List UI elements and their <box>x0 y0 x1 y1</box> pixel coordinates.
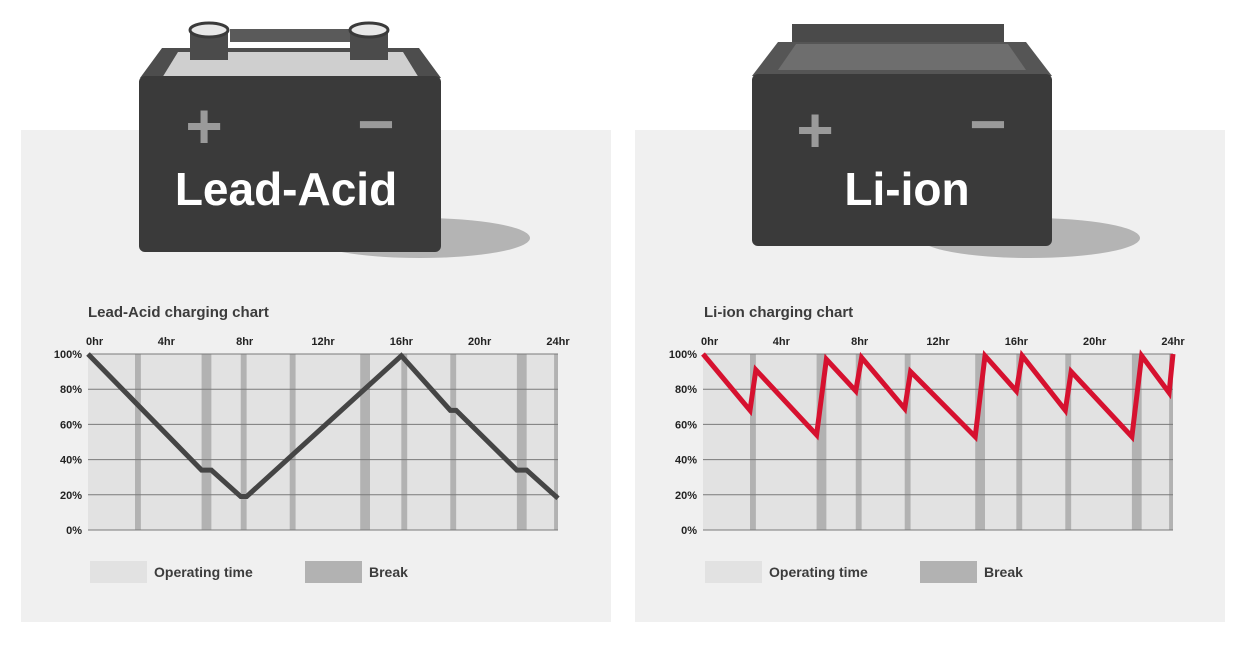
y-tick-label: 20% <box>675 490 697 502</box>
legend-label-operating: Operating time <box>154 564 253 580</box>
plus-sign: + <box>796 94 833 166</box>
legend-operating-time: Operating time <box>90 561 253 583</box>
x-tick-label: 12hr <box>926 336 950 348</box>
legend-swatch-break <box>305 561 362 583</box>
x-tick-label: 16hr <box>390 336 414 348</box>
x-tick-label: 24hr <box>1161 336 1185 348</box>
y-tick-label: 20% <box>60 490 82 502</box>
break-band <box>1131 354 1142 530</box>
series-line <box>86 352 560 501</box>
x-tick-label: 24hr <box>546 336 570 348</box>
x-tick-label: 8hr <box>851 336 869 348</box>
x-tick-label: 20hr <box>468 336 492 348</box>
x-tick-label: 8hr <box>236 336 254 348</box>
y-tick-label: 0% <box>66 525 82 537</box>
minus-sign: − <box>357 88 394 160</box>
break-band <box>289 354 296 530</box>
lead-acid-battery-illustration: + − Lead-Acid <box>139 21 530 258</box>
plus-sign: + <box>185 90 222 162</box>
legend-label-break: Break <box>984 564 1023 580</box>
x-tick-label: 0hr <box>701 336 719 348</box>
break-band <box>360 354 370 530</box>
li-ion-battery-illustration: + − Li-ion <box>752 24 1140 258</box>
break-band <box>855 354 862 530</box>
break-band <box>1016 354 1023 530</box>
legend-break: Break <box>920 561 1023 583</box>
break-band <box>401 354 408 530</box>
break-band <box>240 354 247 530</box>
li-ion-chart-title: Li-ion charging chart <box>704 304 854 321</box>
y-tick-label: 80% <box>675 384 697 396</box>
battery-handle <box>230 29 352 42</box>
y-tick-label: 100% <box>54 349 82 361</box>
break-band <box>516 354 527 530</box>
legend-label-operating: Operating time <box>769 564 868 580</box>
legend-swatch-break <box>920 561 977 583</box>
x-tick-label: 20hr <box>1083 336 1107 348</box>
li-ion-charging-chart: 0% 20% 40% 60% 80% 100% 0hr 4hr 8hr 12hr 16hr 20hr 2… <box>669 336 1185 537</box>
battery-top-face <box>778 44 1026 70</box>
series-line <box>701 349 1176 443</box>
y-tick-label: 60% <box>675 419 697 431</box>
y-tick-label: 60% <box>60 419 82 431</box>
plot-area-operating <box>703 354 1173 530</box>
y-tick-label: 100% <box>669 349 697 361</box>
battery-lid <box>792 24 1004 42</box>
battery-label: Li-ion <box>844 163 969 215</box>
break-band <box>904 354 911 530</box>
battery-body <box>139 76 441 252</box>
break-band <box>201 354 212 530</box>
break-band <box>1169 354 1173 530</box>
x-tick-label: 16hr <box>1005 336 1029 348</box>
break-band <box>975 354 985 530</box>
break-band <box>135 354 141 530</box>
legend-swatch-operating <box>705 561 762 583</box>
minus-sign: − <box>969 88 1006 160</box>
plot-area-operating <box>88 354 558 530</box>
y-tick-label: 40% <box>60 455 82 467</box>
x-tick-label: 4hr <box>158 336 176 348</box>
break-band <box>816 354 827 530</box>
break-band <box>1065 354 1072 530</box>
x-tick-label: 0hr <box>86 336 104 348</box>
break-band <box>554 354 558 530</box>
y-tick-label: 80% <box>60 384 82 396</box>
y-tick-label: 0% <box>681 525 697 537</box>
legend-label-break: Break <box>369 564 408 580</box>
lead-acid-charging-chart: 0% 20% 40% 60% 80% 100% 0hr 4hr 8hr 12hr 16hr 20hr 2… <box>54 336 570 537</box>
break-band <box>750 354 756 530</box>
y-tick-label: 40% <box>675 455 697 467</box>
x-tick-label: 4hr <box>773 336 791 348</box>
break-band <box>450 354 457 530</box>
lead-acid-chart-title: Lead-Acid charging chart <box>88 304 269 321</box>
legend-swatch-operating <box>90 561 147 583</box>
battery-label: Lead-Acid <box>175 163 397 215</box>
legend-operating-time: Operating time <box>705 561 868 583</box>
x-tick-label: 12hr <box>311 336 335 348</box>
legend-break: Break <box>305 561 408 583</box>
battery-body <box>752 74 1052 246</box>
